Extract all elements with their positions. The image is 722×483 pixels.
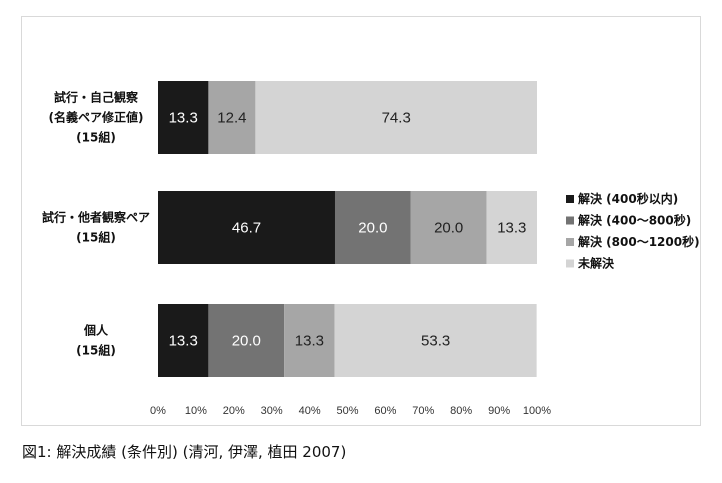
x-tick-label: 100% [523,405,551,417]
bar-segment [158,304,209,377]
bar-segment [410,191,487,264]
bar-segment [334,304,537,377]
data-label: 20.0 [232,333,261,350]
data-label: 46.7 [232,220,261,237]
legend-swatch [566,216,574,225]
data-label: 20.0 [434,220,463,237]
data-label: 13.3 [169,110,198,127]
category-label: 試行・他者観察ペア [42,210,150,225]
category-label: 個人 [83,323,109,338]
category-label: 試行・自己観察 [54,90,139,105]
legend-swatch [566,238,574,246]
x-tick-label: 70% [412,405,434,417]
x-tick-label: 80% [450,405,472,417]
data-label: 74.3 [382,110,411,127]
x-tick-label: 20% [223,405,245,417]
category-label: (名義ペア修正値) [49,110,144,125]
x-tick-label: 90% [488,405,510,417]
category-label: (15組) [76,130,116,145]
data-label: 13.3 [295,333,324,350]
legend-label: 解決 (800〜1200秒) [578,234,700,249]
category-label: (15組) [76,230,116,245]
legend-label: 解決 (400〜800秒) [578,213,691,228]
legend-swatch [566,195,574,203]
x-tick-label: 30% [261,405,283,417]
data-label: 13.3 [497,220,526,237]
x-tick-label: 40% [299,405,321,417]
x-tick-label: 0% [150,405,166,417]
bar-segment [284,304,335,377]
data-label: 13.3 [169,333,198,350]
bar-segment [334,191,411,264]
bar-segment [158,191,335,264]
bar-segment [486,191,537,264]
bar-segment [208,304,285,377]
x-tick-label: 50% [336,405,358,417]
bar-segment [208,81,256,154]
x-tick-label: 60% [374,405,396,417]
data-label: 12.4 [217,110,246,127]
legend-label: 未解決 [577,256,615,271]
data-label: 53.3 [421,333,450,350]
bar-segment [255,81,537,154]
legend-label: 解決 (400秒以内) [578,191,678,206]
legend-swatch [566,259,574,268]
bar-segment [158,81,209,154]
category-label: (15組) [76,343,116,358]
data-label: 20.0 [358,220,387,237]
x-tick-label: 10% [185,405,207,417]
figure-caption: 図1: 解決成績 (条件別) (清河, 伊澤, 植田 2007) [22,443,347,461]
